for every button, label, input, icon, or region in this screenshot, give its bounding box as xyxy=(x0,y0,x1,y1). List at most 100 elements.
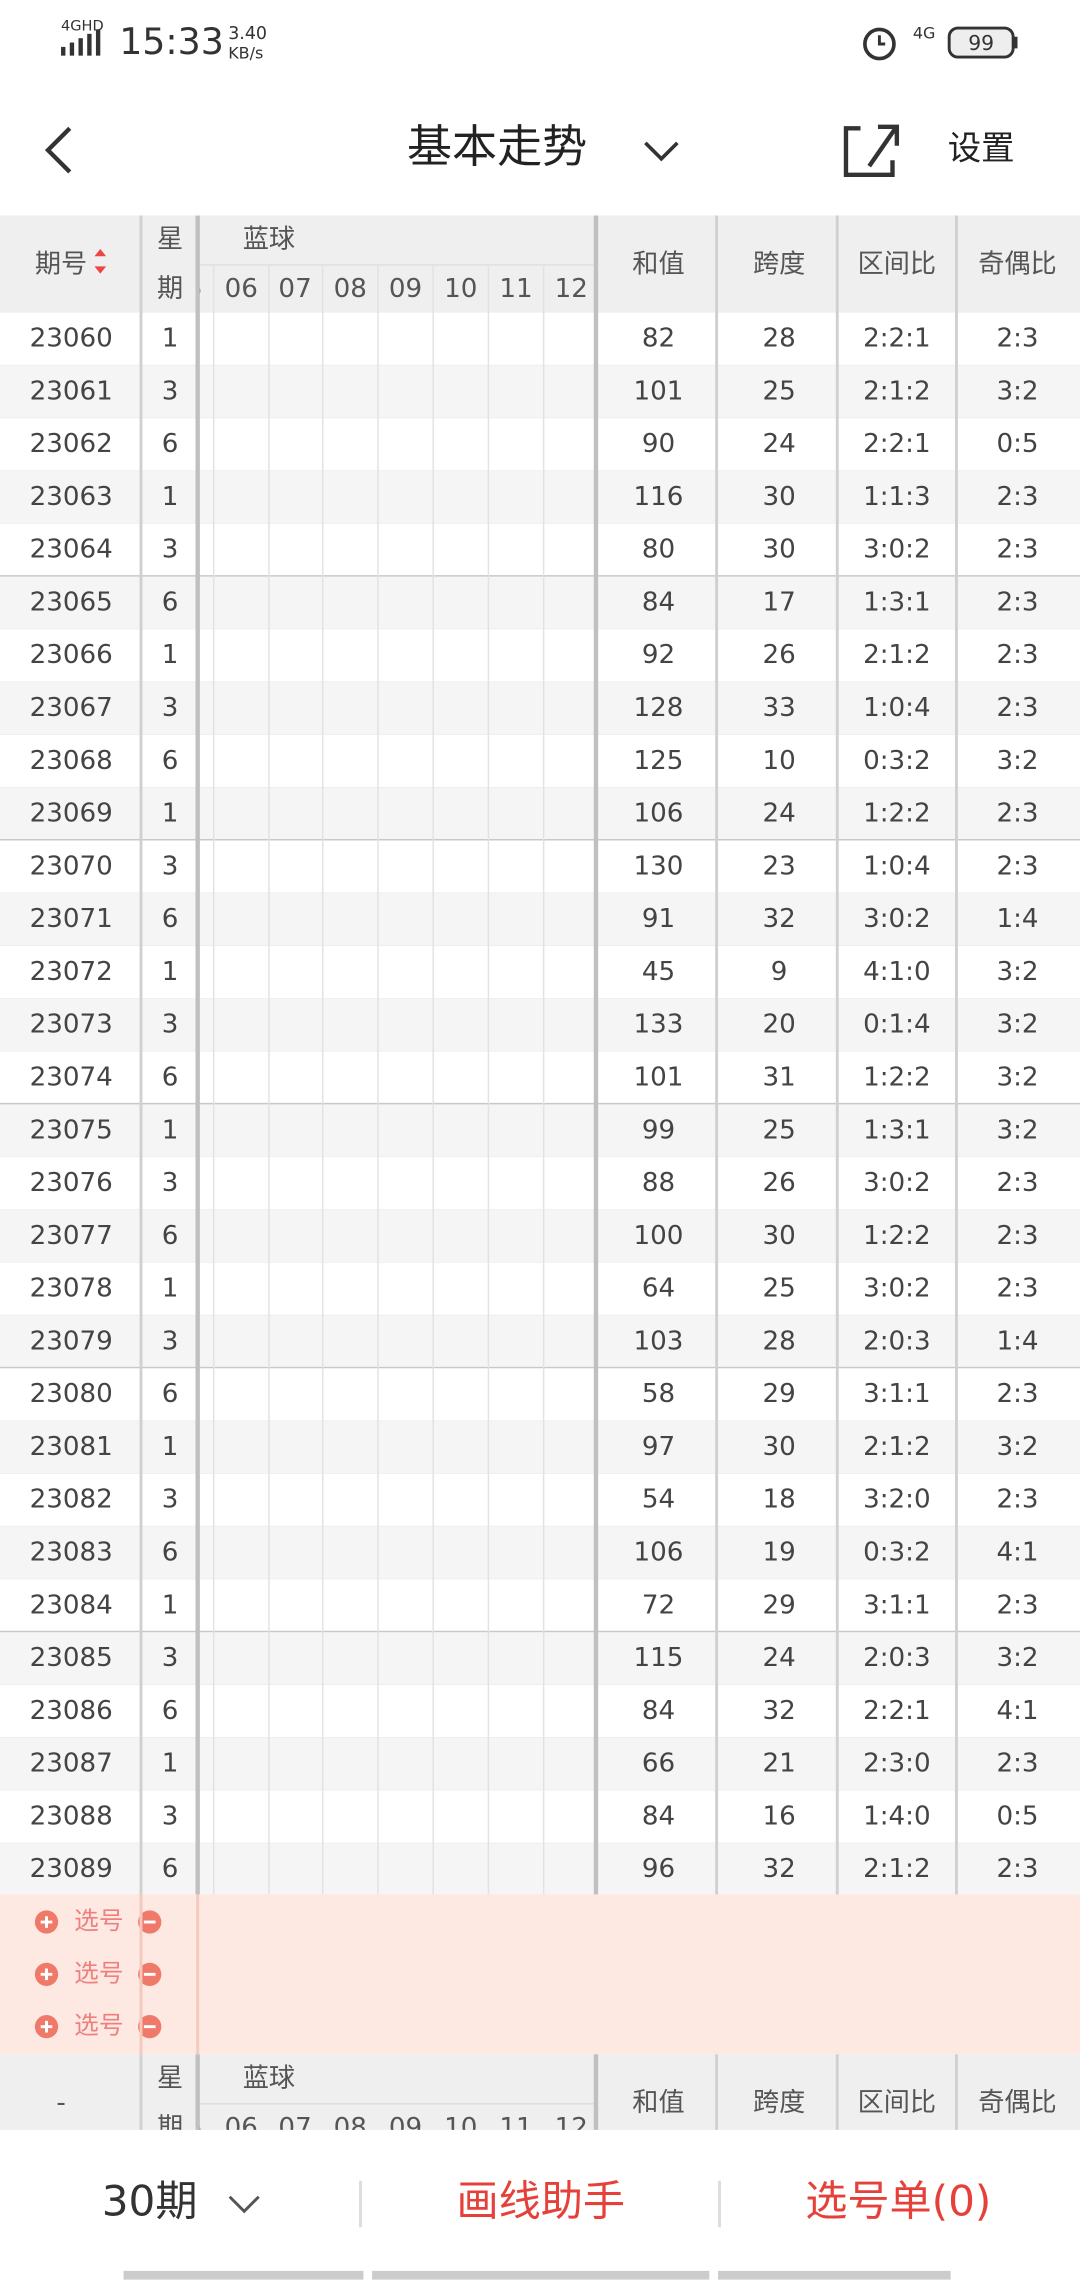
weekday: 6 xyxy=(162,1062,179,1092)
sort-indicator[interactable] xyxy=(94,248,107,274)
period: 23060 xyxy=(30,324,113,354)
period: 23088 xyxy=(30,1801,113,1831)
period: 23077 xyxy=(30,1221,113,1251)
zone-ratio: 1:3:1 xyxy=(863,1115,931,1145)
span: 32 xyxy=(762,1696,795,1726)
zone-ratio: 2:1:2 xyxy=(863,640,931,670)
zone-ratio: 3:0:2 xyxy=(863,535,931,565)
blue-number-header: 08 xyxy=(334,2113,367,2143)
zone-ratio: 3:2:0 xyxy=(863,1485,931,1515)
battery-icon xyxy=(947,26,1018,59)
span: 26 xyxy=(762,1168,795,1198)
zone-ratio: 1:2:2 xyxy=(863,1062,931,1092)
weekday: 1 xyxy=(162,324,179,354)
period: 23066 xyxy=(30,640,113,670)
period: 23064 xyxy=(30,535,113,565)
weekday: 3 xyxy=(162,1643,179,1673)
row-bg xyxy=(0,1368,1080,1422)
span: 30 xyxy=(762,482,795,512)
period: 23072 xyxy=(30,957,113,987)
weekday: 6 xyxy=(162,1538,179,1568)
weekday: 3 xyxy=(162,1485,179,1515)
sum: 72 xyxy=(642,1590,675,1620)
sum: 106 xyxy=(633,799,683,829)
sum-header: 和值 xyxy=(632,249,684,279)
sum: 84 xyxy=(642,587,675,617)
blue-number-header: 12 xyxy=(555,274,588,304)
row-bg xyxy=(0,998,1080,1052)
title-dropdown[interactable] xyxy=(644,141,679,162)
table-header-bg xyxy=(0,2054,1080,2130)
periods-dropdown[interactable] xyxy=(228,2195,260,2214)
period: 23068 xyxy=(30,746,113,776)
span: 10 xyxy=(762,746,795,776)
zone-ratio: 4:1:0 xyxy=(863,957,931,987)
row-bg xyxy=(0,1051,1080,1105)
zone-ratio: 0:3:2 xyxy=(863,1538,931,1568)
sum: 116 xyxy=(633,482,683,512)
span: 28 xyxy=(762,1326,795,1356)
weekday: 1 xyxy=(162,1749,179,1779)
odd-even: 2:3 xyxy=(996,1274,1038,1304)
period: 23079 xyxy=(30,1326,113,1356)
sum: 100 xyxy=(633,1221,683,1251)
zone-ratio: 1:0:4 xyxy=(863,693,931,723)
period: 23086 xyxy=(30,1696,113,1726)
sum: 88 xyxy=(642,1168,675,1198)
row-bg xyxy=(0,1684,1080,1738)
span: 32 xyxy=(762,904,795,934)
sum: 99 xyxy=(642,1115,675,1145)
odd-even: 2:3 xyxy=(996,1590,1038,1620)
span: 24 xyxy=(762,799,795,829)
odd-even: 3:2 xyxy=(996,746,1038,776)
row-bg xyxy=(0,1262,1080,1316)
odd-even: 2:3 xyxy=(996,799,1038,829)
battery-level: 99 xyxy=(968,31,994,55)
sum: 97 xyxy=(642,1432,675,1462)
row-bg xyxy=(0,1579,1080,1633)
sum-header: 和值 xyxy=(632,2088,684,2118)
row-bg xyxy=(0,1632,1080,1685)
row-bg xyxy=(0,365,1080,419)
add-icon xyxy=(40,2020,53,2033)
blue-number-header: 09 xyxy=(389,2113,422,2143)
period: 23080 xyxy=(30,1379,113,1409)
span: 23 xyxy=(762,851,795,881)
back-button[interactable] xyxy=(44,126,72,174)
odd-even: 2:3 xyxy=(996,1379,1038,1409)
odd-even: 2:3 xyxy=(996,1168,1038,1198)
blue-number-header: 06 xyxy=(225,274,258,304)
period: 23070 xyxy=(30,851,113,881)
span: 26 xyxy=(762,640,795,670)
draw-helper-button[interactable]: 画线助手 xyxy=(456,2177,625,2226)
sum: 96 xyxy=(642,1854,675,1884)
pick-list-button[interactable]: 选号单(0) xyxy=(805,2177,991,2226)
sum: 45 xyxy=(642,957,675,987)
zone-ratio: 3:1:1 xyxy=(863,1590,931,1620)
periods-selector[interactable]: 30期 xyxy=(102,2177,198,2226)
blue-number-header: 10 xyxy=(444,2113,477,2143)
odd-even: 3:2 xyxy=(996,1010,1038,1040)
span: 32 xyxy=(762,1854,795,1884)
odd-even: 2:3 xyxy=(996,1221,1038,1251)
page-title: 基本走势 xyxy=(407,120,587,173)
period: 23089 xyxy=(30,1854,113,1884)
odd-even: 3:2 xyxy=(996,957,1038,987)
share-button[interactable] xyxy=(843,124,900,178)
zone-ratio: 2:2:1 xyxy=(863,1696,931,1726)
row-bg xyxy=(0,1421,1080,1474)
zone-ratio: 1:4:0 xyxy=(863,1801,931,1831)
row-bg xyxy=(0,629,1080,683)
sum: 103 xyxy=(633,1326,683,1356)
blue-header: 蓝球 xyxy=(243,2064,295,2094)
span: 24 xyxy=(762,429,795,459)
weekday: 3 xyxy=(162,693,179,723)
zone-ratio: 2:3:0 xyxy=(863,1749,931,1779)
settings-button[interactable]: 设置 xyxy=(948,129,1015,168)
period: 23076 xyxy=(30,1168,113,1198)
row-bg xyxy=(0,523,1080,577)
span: 9 xyxy=(771,957,788,987)
blue-number-header: 09 xyxy=(389,274,422,304)
